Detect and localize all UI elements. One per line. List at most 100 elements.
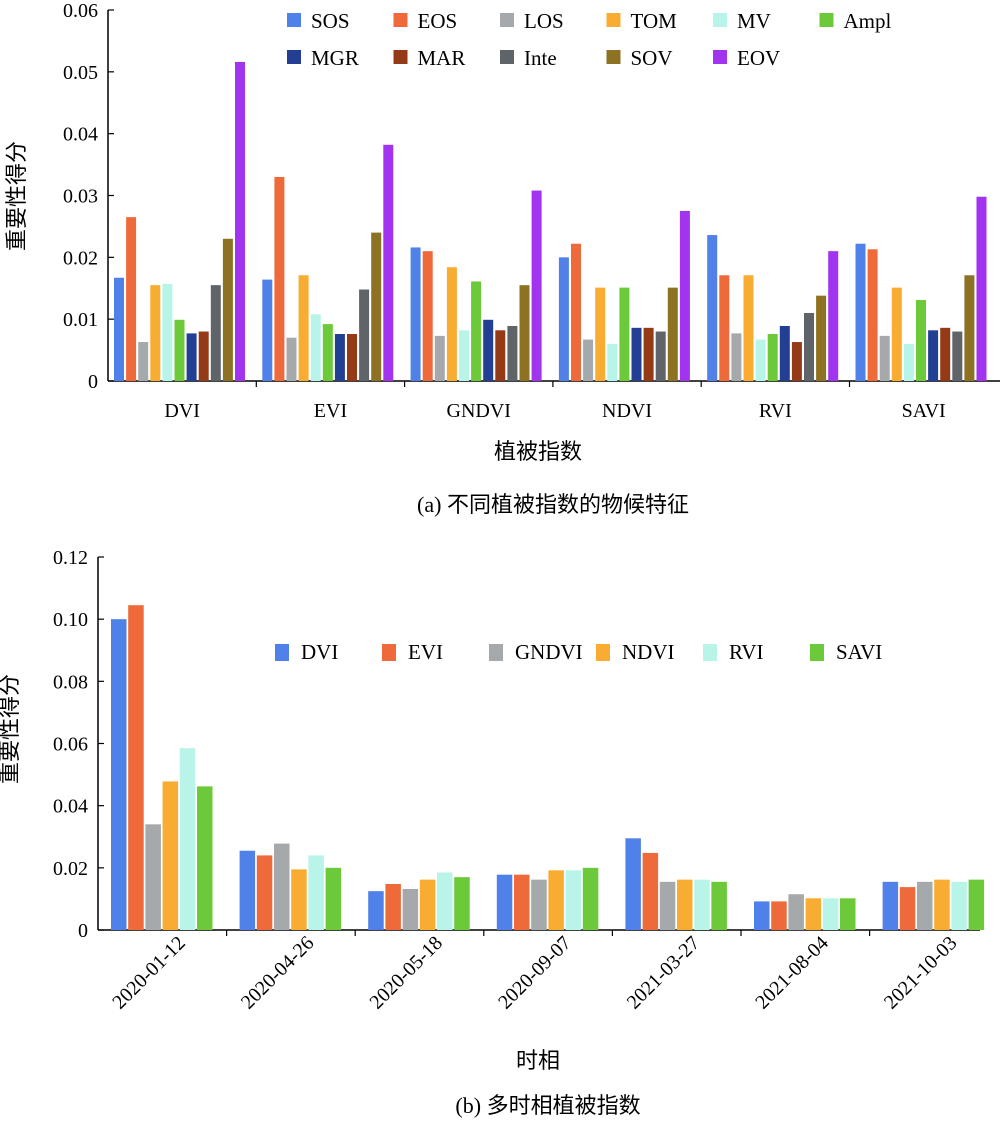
y-tick-label: 0.02 xyxy=(63,247,98,269)
y-axis-label: 重要性得分 xyxy=(0,674,22,784)
bar-sov-gndvi xyxy=(519,285,530,381)
legend-label-ndvi: NDVI xyxy=(622,640,675,664)
bar-gndvi-2021-08-04 xyxy=(788,894,804,930)
legend-swatch-eov xyxy=(713,50,727,64)
legend-swatch-ndvi xyxy=(596,644,610,661)
y-tick-label: 0.08 xyxy=(53,671,88,693)
bar-los-rvi xyxy=(731,333,742,381)
figure-caption: (a) 不同植被指数的物候特征 xyxy=(417,492,689,517)
bar-rvi-2020-05-18 xyxy=(437,872,453,930)
y-tick-label: 0 xyxy=(78,920,88,942)
legend-label-rvi: RVI xyxy=(729,640,763,664)
bar-mv-rvi xyxy=(755,339,766,381)
y-tick-label: 0.01 xyxy=(63,309,98,331)
bar-sov-rvi xyxy=(816,295,827,381)
legend-swatch-tom xyxy=(606,13,621,27)
bar-mar-savi xyxy=(940,327,951,381)
bar-ndvi-2021-08-04 xyxy=(805,898,822,930)
x-tick-label: 2021-10-03 xyxy=(880,932,962,1014)
legend-label-evi: EVI xyxy=(408,640,443,664)
bar-ampl-rvi xyxy=(767,334,778,381)
bar-mv-ndvi xyxy=(607,343,618,381)
bar-savi-2020-04-26 xyxy=(325,867,342,930)
y-tick-label: 0.02 xyxy=(53,858,88,880)
bar-savi-2020-01-12 xyxy=(197,786,213,930)
bar-tom-evi xyxy=(298,275,309,381)
legend-label-los: LOS xyxy=(524,9,564,33)
legend-label-mgr: MGR xyxy=(311,46,359,70)
chart-panel-a: 0 0.01 0.02 0.03 0.04 0.05 0.06 DVI EVI GNDVI NDVI… xyxy=(4,0,1000,517)
y-tick-label: 0.04 xyxy=(53,796,88,818)
bar-inte-savi xyxy=(952,331,963,381)
x-tick-label: EVI xyxy=(314,400,347,422)
y-axis-label: 重要性得分 xyxy=(4,141,29,251)
bar-rvi-2020-01-12 xyxy=(179,748,196,930)
legend-label-tom: TOM xyxy=(631,9,678,33)
bar-ndvi-2020-04-26 xyxy=(291,869,307,930)
x-tick-label: 2020-05-18 xyxy=(365,932,447,1014)
bar-mv-evi xyxy=(310,314,321,381)
bar-ampl-ndvi xyxy=(619,287,630,381)
bar-mv-savi xyxy=(903,343,914,381)
bar-mar-dvi xyxy=(198,331,209,381)
bar-rvi-2021-10-03 xyxy=(951,881,967,930)
bar-mgr-rvi xyxy=(779,325,790,381)
bar-eos-rvi xyxy=(719,275,730,381)
bar-savi-2021-08-04 xyxy=(840,898,856,930)
bar-mar-gndvi xyxy=(495,330,506,381)
bar-sos-dvi xyxy=(114,277,124,381)
legend-swatch-sov xyxy=(606,50,621,64)
legend-swatch-eos xyxy=(393,13,408,27)
legend-swatch-evi xyxy=(382,644,396,661)
bar-mar-rvi xyxy=(791,342,802,381)
bar-evi-2020-09-07 xyxy=(514,874,530,930)
bar-eov-savi xyxy=(976,196,987,381)
x-tick-label: RVI xyxy=(759,400,792,422)
y-tick-label: 0.03 xyxy=(63,186,98,208)
y-tick-label: 0.05 xyxy=(63,62,98,84)
bar-eov-rvi xyxy=(828,251,839,381)
x-tick-label: 2020-01-12 xyxy=(108,932,190,1014)
bar-rvi-2020-04-26 xyxy=(308,855,324,930)
chart-panel-b: 0 0.02 0.04 0.06 0.08 0.10 0.12 2020-01-12 2020-… xyxy=(0,547,985,1118)
legend-swatch-gndvi xyxy=(489,644,503,661)
bar-inte-rvi xyxy=(804,312,814,381)
y-tick-label: 0.06 xyxy=(63,0,98,22)
bar-evi-2021-08-04 xyxy=(771,901,787,930)
y-tick-label: 0.12 xyxy=(53,547,88,569)
bar-sos-ndvi xyxy=(558,257,569,381)
bar-dvi-2021-10-03 xyxy=(882,881,899,930)
figure-caption: (b) 多时相植被指数 xyxy=(455,1093,640,1118)
bar-eov-evi xyxy=(383,144,394,381)
bar-tom-dvi xyxy=(150,285,161,381)
x-axis-label: 植被指数 xyxy=(494,439,582,464)
legend-label-savi: SAVI xyxy=(836,640,882,664)
legend-label-ampl: Ampl xyxy=(844,9,892,33)
legend-label-mv: MV xyxy=(737,9,771,33)
bar-savi-2021-10-03 xyxy=(968,879,985,930)
bar-sov-savi xyxy=(964,275,975,381)
x-tick-label: 2021-03-27 xyxy=(623,932,705,1014)
bar-eov-dvi xyxy=(235,61,245,381)
bar-rvi-2021-03-27 xyxy=(694,879,710,930)
bar-inte-evi xyxy=(359,289,370,381)
x-tick-label: 2020-04-26 xyxy=(237,932,319,1014)
bar-tom-gndvi xyxy=(446,267,457,381)
x-tick-label: DVI xyxy=(164,400,200,422)
x-tick-label: NDVI xyxy=(602,400,652,422)
bar-dvi-2021-03-27 xyxy=(625,838,641,930)
bar-sov-dvi xyxy=(222,238,233,381)
x-tick-label: 2020-09-07 xyxy=(494,932,576,1014)
y-tick-label: 0.10 xyxy=(53,609,88,631)
bar-ndvi-2021-10-03 xyxy=(934,879,950,930)
bar-mar-ndvi xyxy=(643,327,654,381)
x-tick-label: 2021-08-04 xyxy=(751,932,833,1014)
bar-ndvi-2020-05-18 xyxy=(419,879,436,930)
bar-savi-2020-05-18 xyxy=(454,877,470,930)
bar-ampl-evi xyxy=(322,324,333,381)
bar-ndvi-2020-09-07 xyxy=(548,870,564,930)
legend-swatch-rvi xyxy=(703,644,717,661)
bar-sov-ndvi xyxy=(667,287,678,381)
bar-evi-2020-01-12 xyxy=(128,605,144,930)
legend-label-sos: SOS xyxy=(311,9,350,33)
